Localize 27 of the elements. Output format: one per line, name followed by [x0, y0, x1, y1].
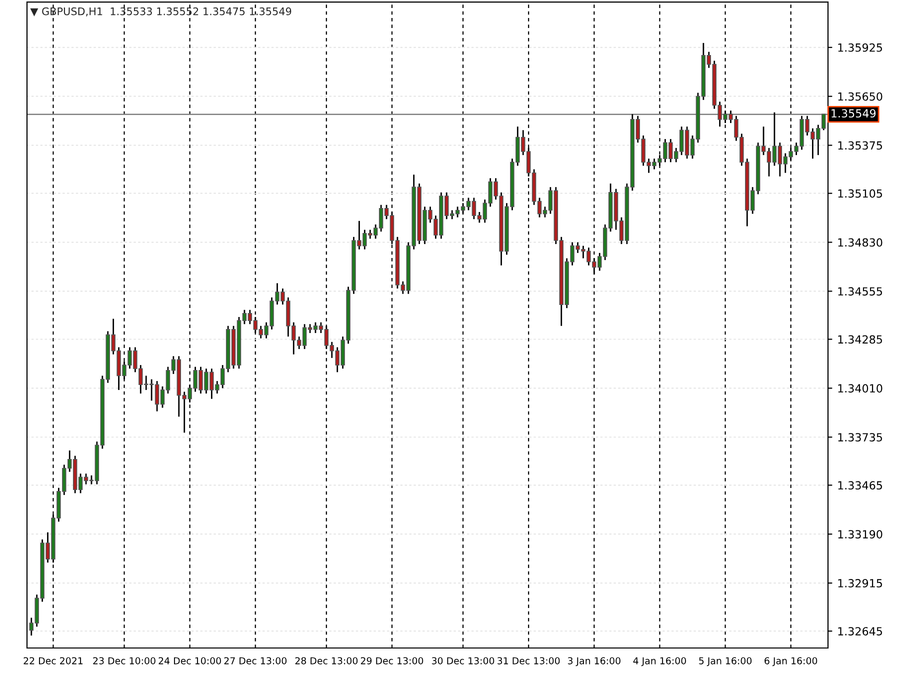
x-tick-label: 23 Dec 10:00 [93, 657, 156, 664]
x-tick-label: 27 Dec 13:00 [224, 657, 287, 664]
y-tick-label: 1.32645 [838, 627, 882, 636]
y-tick-label: 1.34830 [838, 238, 882, 247]
y-tick-label: 1.33735 [838, 433, 882, 442]
x-tick-label: 28 Dec 13:00 [295, 657, 358, 664]
x-tick-label: 24 Dec 10:00 [158, 657, 221, 664]
y-tick-label: 1.34285 [838, 335, 882, 344]
ref-line-label: 1.35549 [832, 109, 876, 118]
x-tick-label: 5 Jan 16:00 [699, 657, 752, 666]
y-tick-label: 1.33190 [838, 530, 882, 538]
y-tick-label: 1.32915 [838, 579, 882, 588]
x-tick-label: 22 Dec 2021 [24, 657, 83, 664]
y-tick-label: 1.34555 [838, 287, 882, 296]
x-tick-label: 31 Dec 13:00 [498, 657, 560, 664]
x-tick-label: 6 Jan 16:00 [764, 657, 818, 666]
x-tick-label: 29 Dec 13:00 [360, 657, 424, 664]
x-tick-label: 30 Dec 13:00 [432, 657, 494, 664]
y-tick-label: 1.35650 [838, 92, 882, 101]
x-tick-label: 4 Jan 16:00 [633, 657, 686, 666]
y-tick-label: 1.34010 [838, 384, 882, 393]
chart-title: ▼ GBPUSD,H1 1.35533 1.35552 1.35475 1.35549 [30, 7, 292, 16]
y-tick-label: 1.35375 [838, 141, 882, 150]
y-tick-label: 1.35105 [838, 189, 882, 198]
y-tick-label: 1.35925 [838, 43, 882, 52]
x-tick-label: 3 Jan 16:00 [568, 657, 620, 666]
y-tick-label: 1.33465 [838, 481, 882, 490]
